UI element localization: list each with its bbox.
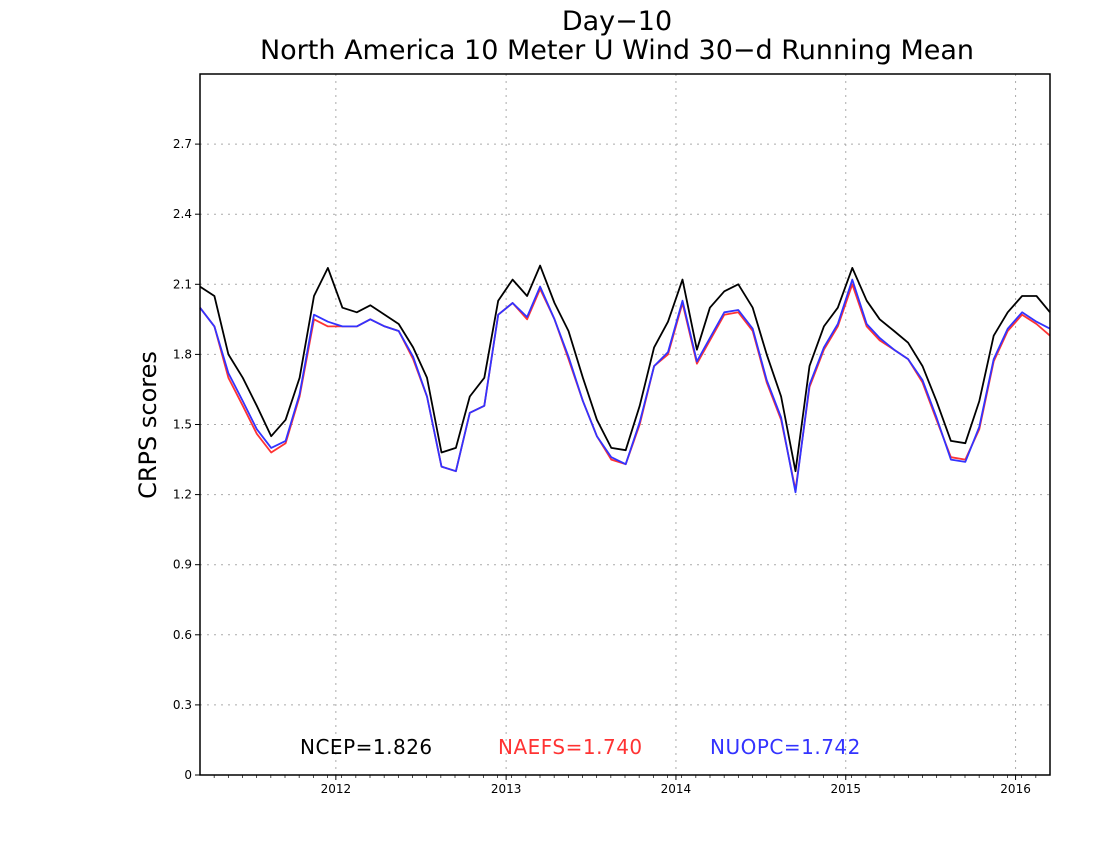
- y-tick-label: 1.2: [173, 488, 192, 502]
- y-tick-label: 1.5: [173, 418, 192, 432]
- x-ticks: 2012 2013 2014 2015 2016: [213, 775, 1037, 796]
- x-tick-label: 2012: [321, 782, 352, 796]
- chart-title: Day−10: [562, 6, 672, 37]
- legend-naefs: NAEFS=1.740: [498, 735, 643, 759]
- y-ticks: 0 0.3 0.6 0.9 1.2 1.5 1.8 2.1 2.4 2.7: [173, 137, 200, 782]
- chart-subtitle: North America 10 Meter U Wind 30−d Runni…: [260, 35, 974, 66]
- series-line-ncep: [199, 264, 1051, 473]
- grid: [200, 74, 1050, 775]
- legend: NCEP=1.826 NAEFS=1.740 NUOPC=1.742: [300, 735, 861, 759]
- y-tick-label: 0.9: [173, 558, 192, 572]
- y-tick-label: 1.8: [173, 347, 192, 361]
- series-line-naefs: [199, 283, 1051, 491]
- y-tick-label: 0.3: [173, 698, 192, 712]
- x-tick-label: 2016: [1000, 782, 1031, 796]
- y-tick-label: 2.4: [173, 207, 192, 221]
- x-tick-label: 2015: [830, 782, 861, 796]
- y-tick-label: 2.7: [173, 137, 192, 151]
- y-tick-label: 2.1: [173, 277, 192, 291]
- x-tick-label: 2014: [661, 782, 692, 796]
- legend-ncep: NCEP=1.826: [300, 735, 433, 759]
- series-line-nuopc: [199, 278, 1051, 494]
- y-axis-label: CRPS scores: [134, 351, 162, 499]
- y-tick-label: 0.6: [173, 628, 192, 642]
- legend-nuopc: NUOPC=1.742: [710, 735, 861, 759]
- x-tick-label: 2013: [491, 782, 522, 796]
- y-tick-label: 0: [184, 768, 192, 782]
- series-group: [199, 264, 1051, 494]
